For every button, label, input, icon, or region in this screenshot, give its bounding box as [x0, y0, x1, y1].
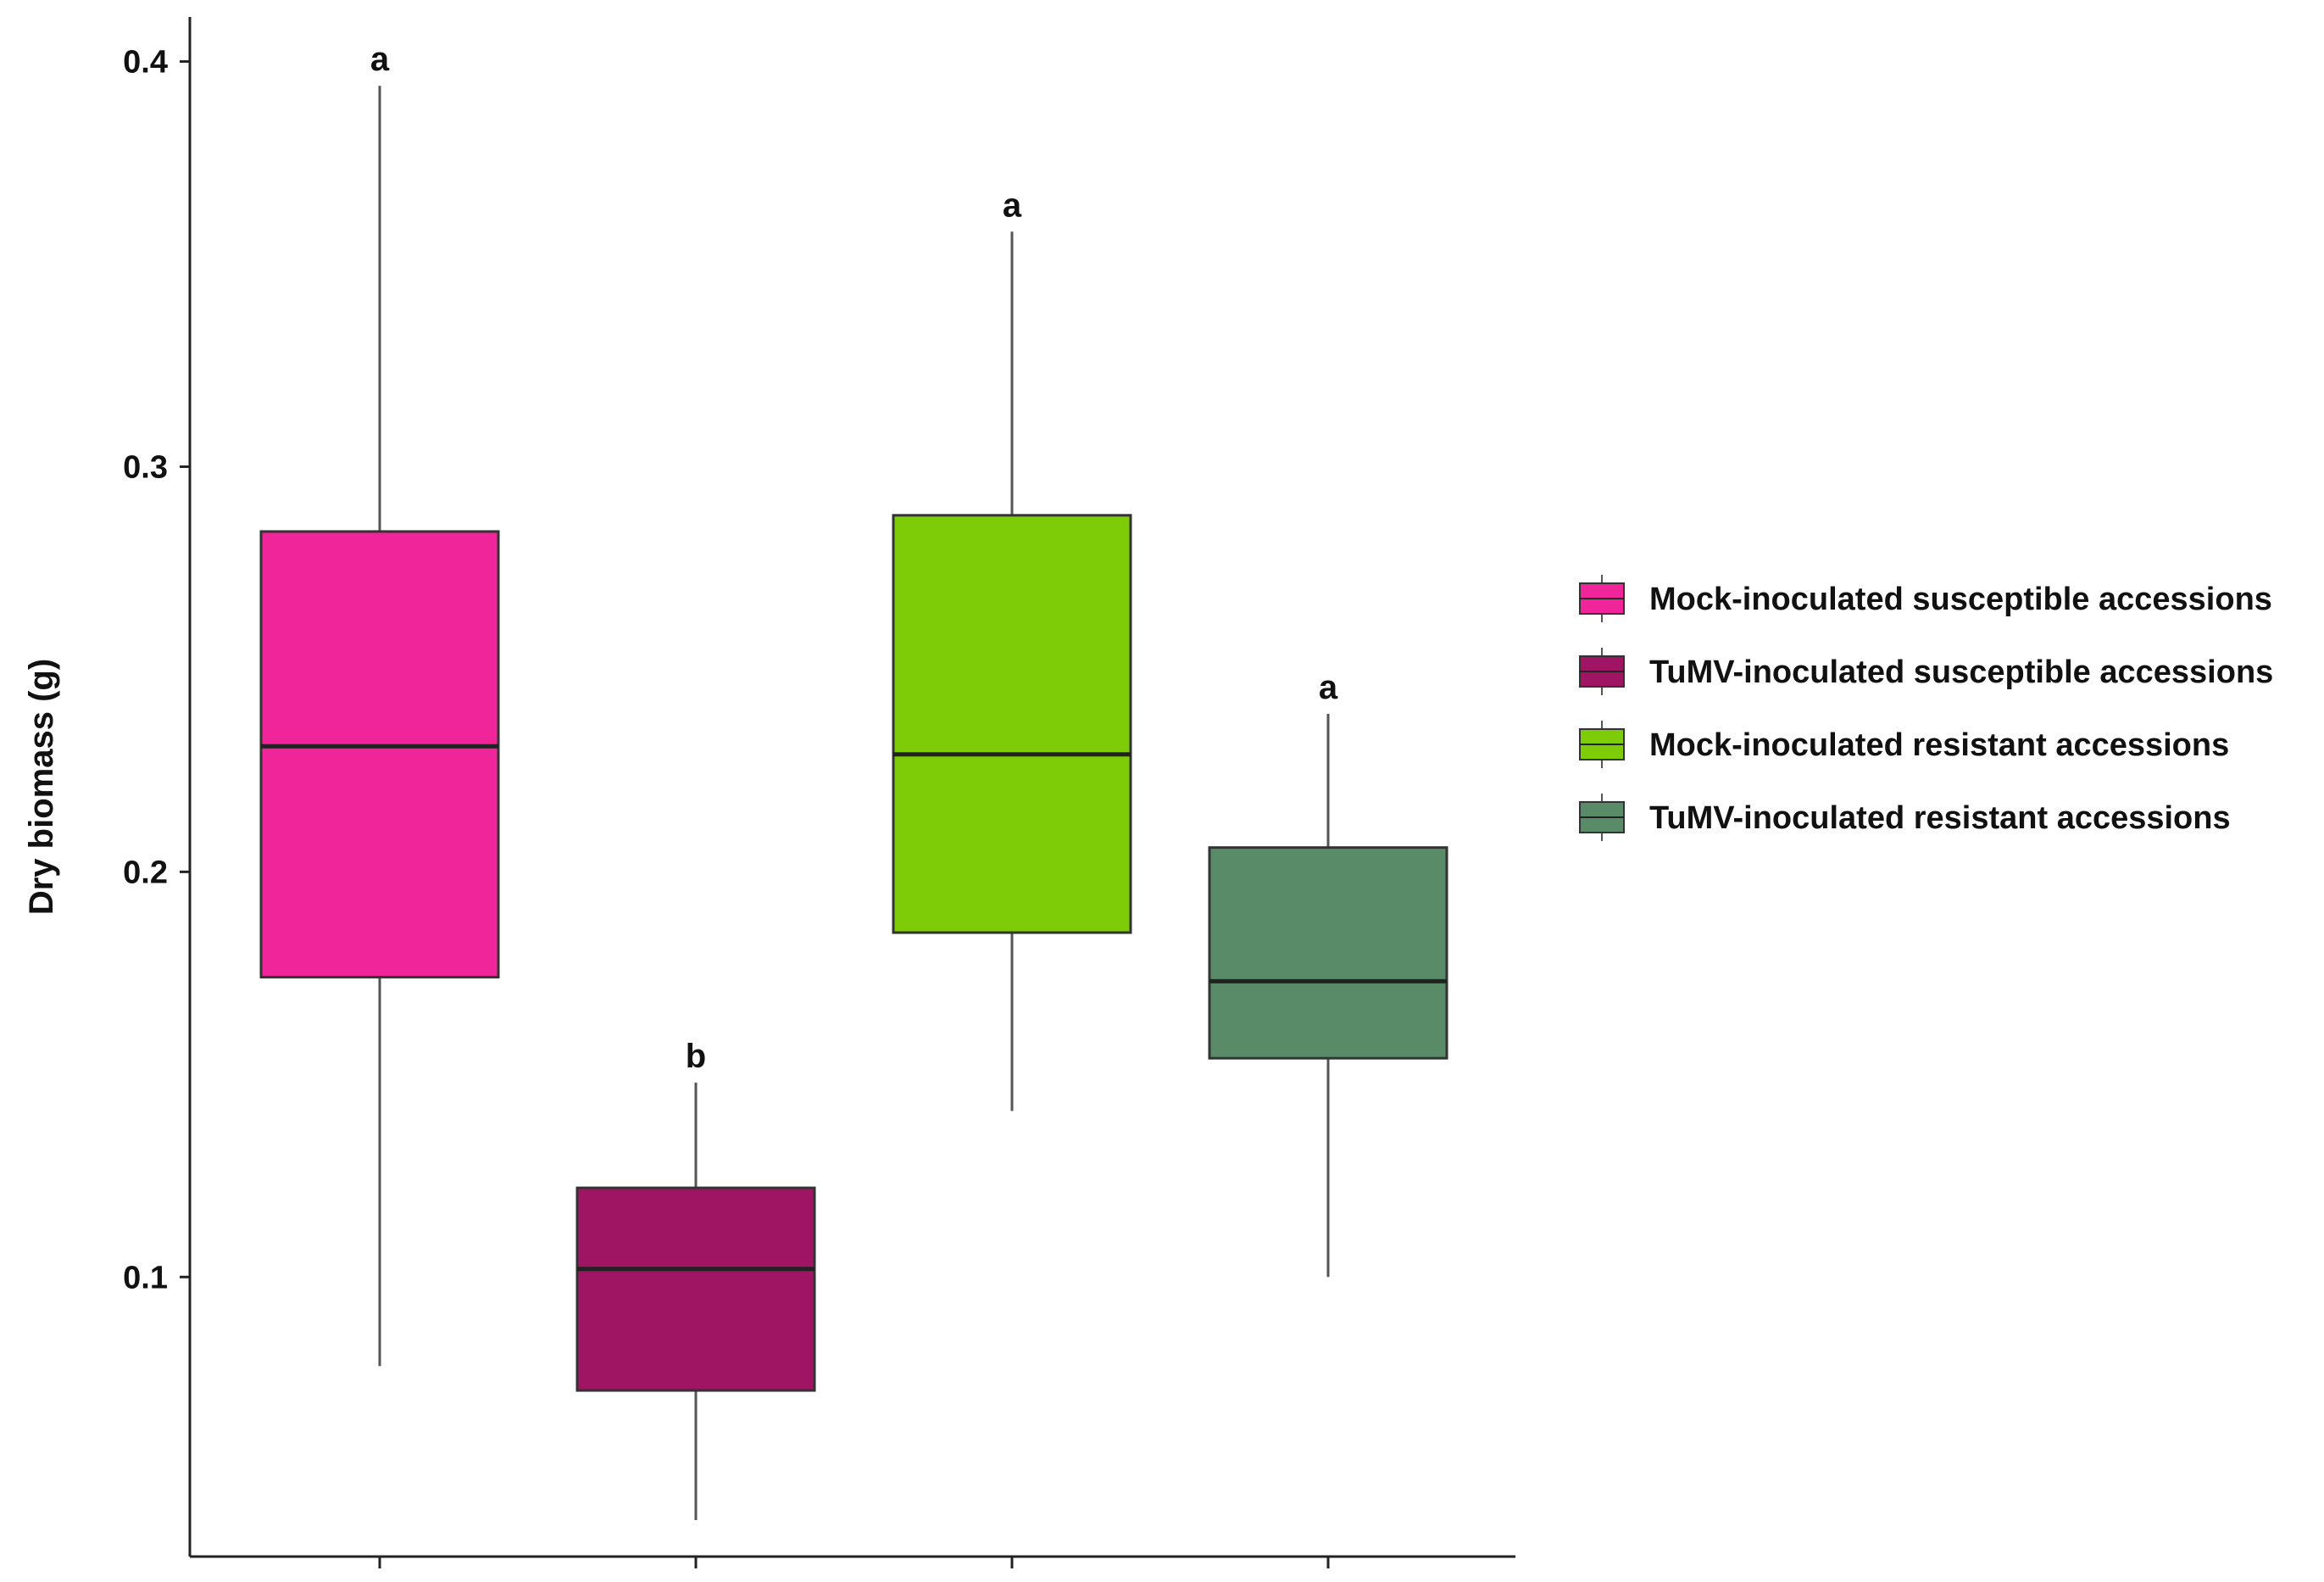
significance-label: a — [370, 41, 390, 78]
legend-item: TuMV-inoculated resistant accessions — [1579, 794, 2231, 841]
y-axis-title: Dry biomass (g) — [23, 659, 60, 915]
box — [892, 514, 1132, 934]
y-tick-label: 0.1 — [123, 1260, 168, 1295]
y-tick-label: 0.2 — [123, 855, 168, 890]
box — [575, 1186, 816, 1392]
legend-label: TuMV-inoculated susceptible accessions — [1649, 655, 2273, 690]
legend-label: Mock-inoculated resistant accessions — [1649, 727, 2229, 763]
legend-item: Mock-inoculated susceptible accessions — [1579, 575, 2272, 622]
box-group: a — [259, 41, 500, 1367]
box-group: a — [892, 187, 1132, 1111]
box-group: b — [575, 1038, 816, 1520]
plot-area: a b a a — [259, 41, 1448, 1520]
y-tick-label: 0.4 — [123, 45, 168, 81]
y-tick-label: 0.3 — [123, 449, 168, 485]
significance-label: a — [1003, 187, 1022, 224]
legend-item: TuMV-inoculated susceptible accessions — [1579, 648, 2273, 695]
significance-label: a — [1319, 669, 1338, 706]
legend-label: Mock-inoculated susceptible accessions — [1649, 582, 2272, 617]
legend-item: Mock-inoculated resistant accessions — [1579, 721, 2229, 768]
box — [259, 530, 500, 979]
box-group: a — [1208, 669, 1448, 1278]
legend-label: TuMV-inoculated resistant accessions — [1649, 800, 2231, 836]
axes: 0.1 0.2 0.3 0.4 Dry biomass (g) — [23, 17, 1515, 1568]
legend: Mock-inoculated susceptible accessions Tu… — [1579, 575, 2273, 841]
box — [1208, 846, 1448, 1060]
significance-label: b — [686, 1038, 706, 1075]
